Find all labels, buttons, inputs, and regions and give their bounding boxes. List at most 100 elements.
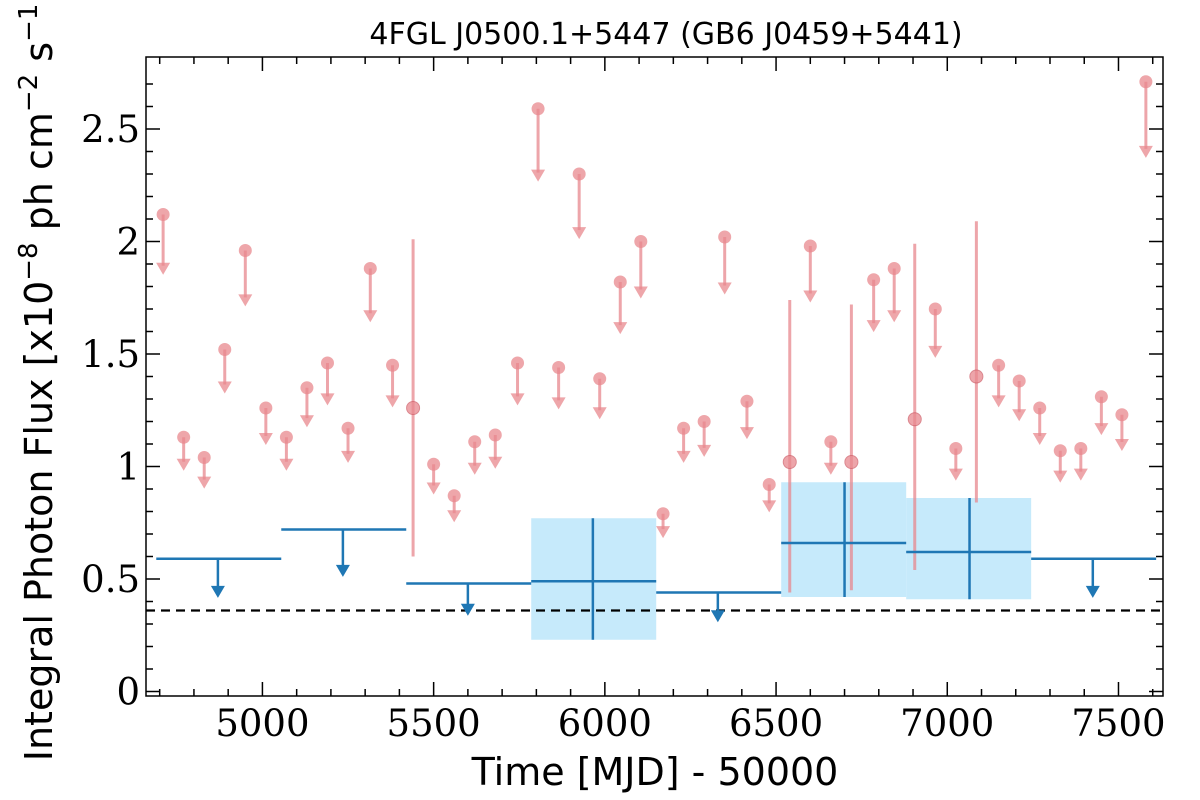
monthly-data-point xyxy=(718,230,732,244)
monthly-upper-limit-arrow xyxy=(1114,438,1129,451)
axes: 5000 5500 6000 6500 7000 7500 0 0.5 1 1.5 2 2.5 xyxy=(81,56,1166,745)
y-axis-label-mid2: s xyxy=(17,42,61,74)
monthly-data-point xyxy=(447,489,461,503)
yearly-error-bands xyxy=(531,482,1032,640)
monthly-upper-limit-arrow xyxy=(866,320,881,333)
monthly-data-point xyxy=(468,435,482,449)
monthly-upper-limit-arrow xyxy=(1138,145,1153,158)
monthly-upper-limit-arrow xyxy=(426,482,441,495)
monthly-data-point xyxy=(928,302,942,316)
monthly-upper-limit-arrow xyxy=(717,282,732,295)
monthly-data-point xyxy=(363,262,377,275)
monthly-data-point xyxy=(511,356,525,370)
monthly-data-point xyxy=(1053,444,1067,458)
y-axis-label-exp3: −1 xyxy=(14,4,44,42)
monthly-upper-limit-arrow xyxy=(258,433,273,446)
monthly-upper-limit-arrow xyxy=(156,262,171,275)
monthly-upper-limit-arrow xyxy=(887,310,902,323)
x-tick-label: 6500 xyxy=(729,702,823,745)
yearly-upper-limit-arrow xyxy=(210,585,225,598)
monthly-upper-limit-arrow xyxy=(1012,409,1027,422)
x-tick-label: 7500 xyxy=(1071,702,1165,745)
y-tick-label: 2.5 xyxy=(81,108,140,151)
monthly-data-point xyxy=(1139,75,1153,89)
monthly-data-point xyxy=(740,394,754,408)
monthly-upper-limit-arrow xyxy=(991,395,1006,408)
monthly-upper-limit-arrow xyxy=(1073,468,1088,481)
monthly-data-point xyxy=(427,457,441,471)
monthly-upper-limit-arrow xyxy=(572,227,587,240)
monthly-data-point xyxy=(803,239,817,253)
monthly-data-point xyxy=(320,356,334,370)
monthly-upper-limit-arrow xyxy=(948,468,963,481)
y-axis-label-exp2: −2 xyxy=(14,74,44,112)
monthly-upper-limit-arrow xyxy=(803,290,818,303)
monthly-data-point xyxy=(677,421,691,435)
y-tick-label: 0.5 xyxy=(81,558,140,601)
monthly-data-point xyxy=(782,455,797,469)
monthly-data-point xyxy=(218,343,232,356)
monthly-data-point xyxy=(531,102,545,116)
monthly-upper-limit-arrow xyxy=(217,381,232,394)
monthly-upper-limit-arrow xyxy=(1053,470,1068,483)
monthly-upper-limit-arrow xyxy=(488,456,503,469)
monthly-upper-limit-arrow xyxy=(676,450,691,463)
monthly-upper-limit-arrow xyxy=(447,510,462,523)
monthly-upper-limit-arrow xyxy=(341,450,356,463)
y-tick-label: 2 xyxy=(116,221,140,264)
y-axis-label-exp1: −8 xyxy=(14,242,44,280)
chart-title: 4FGL J0500.1+5447 (GB6 J0459+5441) xyxy=(369,17,962,52)
monthly-data-point xyxy=(406,401,421,415)
monthly-upper-limit-arrow xyxy=(928,345,943,358)
yearly-upper-limit-arrow xyxy=(335,564,350,577)
y-axis-label-main: Integral Photon Flux [x10 xyxy=(17,281,61,762)
monthly-upper-limit-arrow xyxy=(823,462,838,475)
monthly-data-point xyxy=(867,273,881,287)
monthly-upper-limit-arrow xyxy=(656,526,671,539)
monthly-data-point xyxy=(279,430,293,444)
monthly-data-point xyxy=(949,442,963,455)
x-tick-label: 7000 xyxy=(900,702,994,745)
monthly-upper-limit-arrow xyxy=(299,415,314,428)
yearly-upper-limit-arrow xyxy=(710,610,725,623)
monthly-data-point xyxy=(1115,408,1129,422)
monthly-upper-limit-arrow xyxy=(197,476,212,489)
monthly-upper-limit-arrow xyxy=(385,395,400,408)
x-tick-label: 5500 xyxy=(387,702,481,745)
monthly-data-point xyxy=(613,275,627,289)
x-tick-label: 5000 xyxy=(215,702,309,745)
monthly-upper-limit-arrow xyxy=(279,458,294,471)
monthly-upper-limit-arrow xyxy=(613,322,628,335)
monthly-upper-limit-arrow xyxy=(238,294,253,307)
monthly-data-point xyxy=(259,401,273,415)
monthly-data-point xyxy=(656,507,670,521)
monthly-data-point xyxy=(238,244,252,257)
monthly-upper-limit-arrow xyxy=(739,427,754,440)
monthly-data-point xyxy=(156,208,170,221)
y-axis-label-end: ] xyxy=(17,0,61,4)
monthly-data-point xyxy=(762,478,776,491)
monthly-data-point xyxy=(824,435,838,449)
monthly-data-point xyxy=(386,358,400,372)
monthly-data-point xyxy=(593,372,607,386)
monthly-upper-limit-arrow xyxy=(467,462,482,475)
y-tick-label: 0 xyxy=(116,671,140,714)
monthly-data-point xyxy=(197,451,211,464)
monthly-data-point xyxy=(969,369,984,384)
y-tick-label: 1.5 xyxy=(81,333,140,376)
y-tick-label: 1 xyxy=(116,446,140,489)
monthly-data-point xyxy=(177,430,191,444)
y-axis-label-mid: ph cm xyxy=(17,112,61,242)
monthly-upper-limit-arrow xyxy=(592,407,607,420)
monthly-upper-limit-arrow xyxy=(551,397,566,410)
monthly-upper-limit-arrow xyxy=(1094,423,1109,436)
monthly-upper-limit-arrow xyxy=(363,310,378,323)
monthly-data-point xyxy=(488,428,502,442)
monthly-upper-limit-arrow xyxy=(762,500,777,513)
x-axis-label: Time [MJD] - 50000 xyxy=(471,750,839,794)
x-tick-label: 6000 xyxy=(558,702,652,745)
monthly-upper-limit-arrow xyxy=(531,169,546,182)
y-axis-label: Integral Photon Flux [x10−8 ph cm−2 s−1] xyxy=(14,0,61,761)
monthly-data-point xyxy=(697,415,711,428)
yearly-upper-limit-arrow xyxy=(1085,585,1100,598)
